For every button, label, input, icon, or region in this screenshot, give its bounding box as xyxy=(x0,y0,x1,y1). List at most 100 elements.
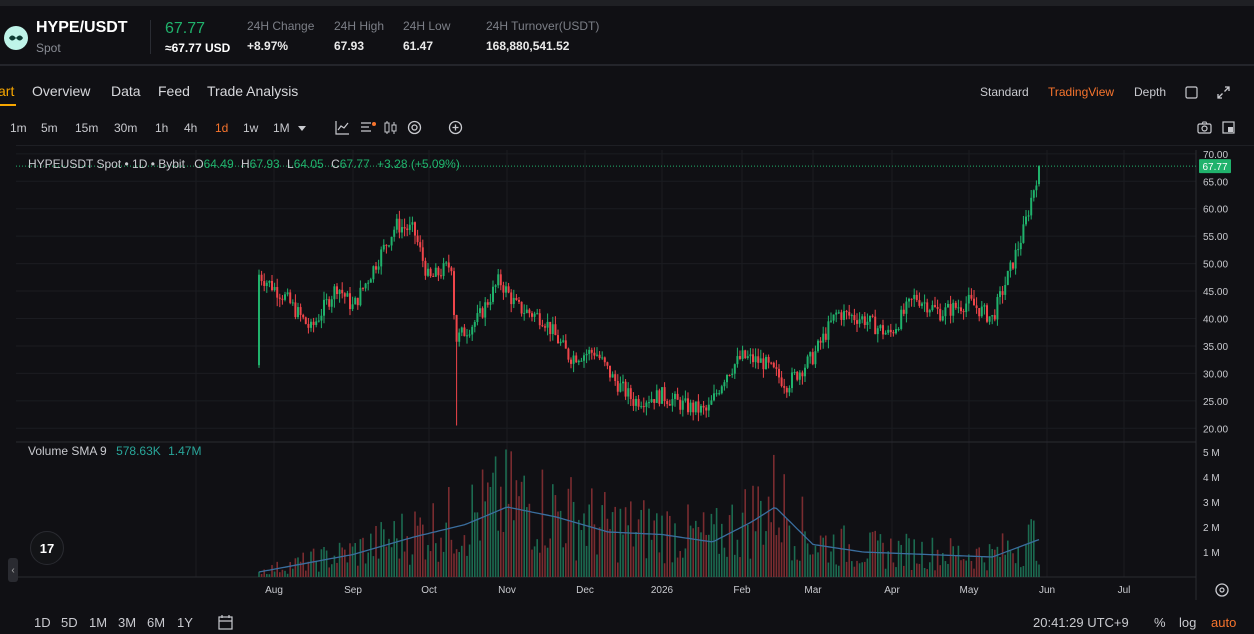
candle-body xyxy=(458,332,461,342)
interval-15m[interactable]: 15m xyxy=(75,121,99,135)
volume-bar xyxy=(913,539,915,577)
volume-value: 1.47M xyxy=(168,444,202,458)
volume-bar xyxy=(791,560,793,577)
settings-icon[interactable] xyxy=(406,119,422,135)
candle-body xyxy=(362,287,364,289)
candle-body xyxy=(889,329,892,333)
volume-bar xyxy=(367,552,369,577)
tab-chart[interactable]: art xyxy=(0,83,15,99)
interval-5m[interactable]: 5m xyxy=(41,121,58,135)
candle-body xyxy=(484,302,487,318)
candle-body xyxy=(346,293,349,297)
interval-30m[interactable]: 30m xyxy=(114,121,138,135)
volume-bar xyxy=(708,534,710,577)
view-standard[interactable]: Standard xyxy=(980,85,1029,99)
interval-1w[interactable]: 1w xyxy=(243,121,259,135)
price-tick-label: 70.00 xyxy=(1203,150,1228,161)
candle-body xyxy=(476,313,479,323)
stat-label: 24H High xyxy=(334,19,385,33)
candle-body xyxy=(1017,249,1020,251)
volume-tick-label: 1 M xyxy=(1203,548,1220,559)
chevron-down-icon[interactable] xyxy=(297,124,307,132)
view-depth[interactable]: Depth xyxy=(1134,85,1167,99)
candle-body xyxy=(710,400,713,405)
volume-bar xyxy=(835,564,837,577)
tab-data[interactable]: Data xyxy=(111,83,141,99)
candle-body xyxy=(733,364,736,374)
volume-bar xyxy=(804,531,806,577)
volume-bar xyxy=(697,527,700,577)
camera-icon[interactable] xyxy=(1196,120,1212,134)
volume-bar xyxy=(380,522,382,577)
stat-label: 24H Turnover(USDT) xyxy=(486,19,600,33)
candle-body xyxy=(333,286,336,300)
legend-close: 67.77 xyxy=(339,157,370,171)
clock-time[interactable]: 20:41:29 UTC+9 xyxy=(1033,615,1129,630)
interval-1M[interactable]: 1M xyxy=(273,121,290,135)
range-1m[interactable]: 1M xyxy=(89,615,108,630)
volume-bar xyxy=(362,537,364,577)
window-icon[interactable] xyxy=(1184,85,1198,99)
last-price-badge-label: 67.77 xyxy=(1202,162,1227,173)
view-tradingview[interactable]: TradingView xyxy=(1048,85,1115,99)
interval-4h[interactable]: 4h xyxy=(184,121,198,135)
range-3m[interactable]: 3M xyxy=(118,615,137,630)
percent-toggle[interactable]: % xyxy=(1154,615,1166,630)
tab-feed[interactable]: Feed xyxy=(158,83,190,99)
volume-bar xyxy=(502,531,505,577)
indicators-icon[interactable] xyxy=(334,119,350,135)
volume-bar xyxy=(388,538,390,577)
candle-body xyxy=(892,332,895,334)
range-5d[interactable]: 5D xyxy=(61,615,78,630)
volume-bar xyxy=(973,568,975,577)
candle-body xyxy=(450,267,453,272)
candles-icon[interactable] xyxy=(382,119,398,135)
tradingview-logo[interactable]: 17 xyxy=(30,531,64,565)
volume-bar xyxy=(325,550,328,577)
interval-1d[interactable]: 1d xyxy=(215,121,229,135)
candle-body xyxy=(978,308,981,317)
candle-body xyxy=(442,263,445,277)
candle-body xyxy=(427,268,429,276)
candle-body xyxy=(385,244,388,246)
candle-body xyxy=(1004,284,1007,295)
volume-bar xyxy=(640,509,642,577)
volume-bar xyxy=(632,546,635,577)
candle-body xyxy=(856,320,858,324)
legend-low-label: L xyxy=(287,157,294,171)
candle-body xyxy=(315,321,318,325)
time-tick-label: Jul xyxy=(1118,585,1131,596)
log-toggle[interactable]: log xyxy=(1179,615,1197,630)
pair-name[interactable]: HYPE/USDT xyxy=(36,19,128,36)
candle-body xyxy=(596,354,598,356)
range-1d[interactable]: 1D xyxy=(34,615,51,630)
volume-bar xyxy=(273,571,276,577)
chart-type-icon[interactable] xyxy=(359,119,377,135)
volume-bar xyxy=(775,535,778,577)
candle-body xyxy=(975,305,978,309)
volume-bar xyxy=(349,543,351,577)
volume-bar xyxy=(559,510,562,577)
tab-trade-analysis[interactable]: Trade Analysis xyxy=(207,83,299,99)
interval-1m[interactable]: 1m xyxy=(10,121,27,135)
candle-body xyxy=(850,315,853,317)
add-icon[interactable] xyxy=(447,119,463,135)
collapse-handle-icon[interactable]: ‹ xyxy=(8,558,18,582)
range-1y[interactable]: 1Y xyxy=(177,615,193,630)
candle-body xyxy=(562,340,565,342)
last-price-usd: ≈67.77 USD xyxy=(165,41,231,55)
interval-1h[interactable]: 1h xyxy=(155,121,169,135)
candle-body xyxy=(843,311,845,320)
fullscreen-icon[interactable] xyxy=(1216,85,1230,99)
price-chart[interactable]: 70.00 65.00 60.00 55.00 50.00 45.00 40.00 35.00… xyxy=(0,150,1254,600)
candle-body xyxy=(726,374,728,383)
auto-toggle[interactable]: auto xyxy=(1211,615,1237,630)
volume-bar xyxy=(531,549,533,577)
volume-bar xyxy=(619,508,622,577)
tab-overview[interactable]: Overview xyxy=(32,83,91,99)
candle-body xyxy=(479,308,481,314)
calendar-goto-icon[interactable] xyxy=(216,613,234,631)
layout-icon[interactable] xyxy=(1221,120,1235,134)
range-6m[interactable]: 6M xyxy=(147,615,166,630)
time-tick-label: Jun xyxy=(1039,585,1055,596)
